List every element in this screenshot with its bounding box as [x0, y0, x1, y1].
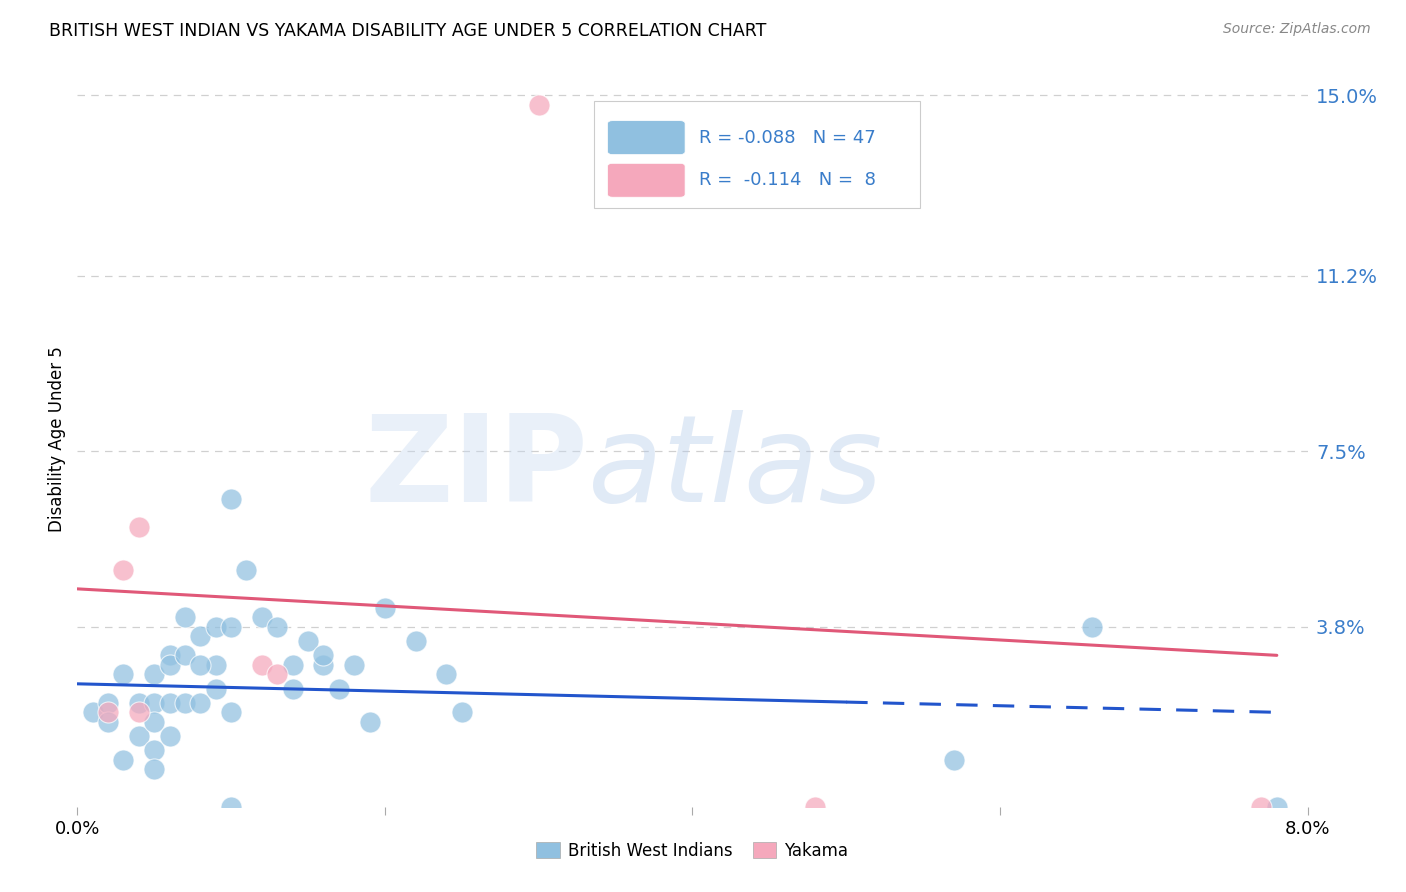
Point	[128, 706, 150, 720]
Point	[204, 681, 226, 696]
Point	[143, 762, 166, 776]
Point	[112, 563, 135, 577]
Point	[128, 729, 150, 743]
Point	[128, 520, 150, 534]
Legend: British West Indians, Yakama: British West Indians, Yakama	[530, 835, 855, 867]
Point	[82, 706, 104, 720]
Point	[312, 657, 335, 672]
Point	[112, 753, 135, 767]
Point	[436, 667, 458, 681]
Point	[297, 634, 319, 648]
Point	[359, 714, 381, 729]
Point	[235, 563, 257, 577]
Point	[159, 657, 181, 672]
Y-axis label: Disability Age Under 5: Disability Age Under 5	[48, 346, 66, 533]
Point	[527, 97, 550, 112]
Point	[97, 706, 120, 720]
Point	[450, 706, 472, 720]
FancyBboxPatch shape	[607, 163, 685, 197]
Point	[219, 800, 242, 814]
Point	[112, 667, 135, 681]
Point	[942, 753, 965, 767]
Point	[250, 657, 273, 672]
Point	[219, 620, 242, 634]
Point	[1081, 620, 1104, 634]
Point	[219, 491, 242, 506]
Text: atlas: atlas	[588, 410, 883, 527]
FancyBboxPatch shape	[607, 120, 685, 154]
Point	[174, 696, 197, 710]
Point	[312, 648, 335, 663]
Point	[190, 657, 212, 672]
Point	[97, 714, 120, 729]
Point	[204, 620, 226, 634]
Point	[1265, 800, 1288, 814]
Point	[143, 696, 166, 710]
Point	[1250, 800, 1272, 814]
Point	[143, 714, 166, 729]
Point	[204, 657, 226, 672]
Point	[190, 696, 212, 710]
Point	[219, 706, 242, 720]
Point	[374, 600, 396, 615]
Point	[159, 729, 181, 743]
Point	[97, 696, 120, 710]
Text: BRITISH WEST INDIAN VS YAKAMA DISABILITY AGE UNDER 5 CORRELATION CHART: BRITISH WEST INDIAN VS YAKAMA DISABILITY…	[49, 22, 766, 40]
Point	[328, 681, 350, 696]
Point	[343, 657, 366, 672]
Point	[143, 667, 166, 681]
Point	[804, 800, 827, 814]
Point	[174, 610, 197, 624]
Text: ZIP: ZIP	[364, 410, 588, 527]
Point	[266, 620, 288, 634]
Text: R =  -0.114   N =  8: R = -0.114 N = 8	[699, 171, 876, 189]
Text: R = -0.088   N = 47: R = -0.088 N = 47	[699, 128, 876, 146]
Text: Source: ZipAtlas.com: Source: ZipAtlas.com	[1223, 22, 1371, 37]
Point	[174, 648, 197, 663]
Point	[250, 610, 273, 624]
Point	[159, 648, 181, 663]
Point	[281, 681, 304, 696]
Point	[159, 696, 181, 710]
Point	[281, 657, 304, 672]
Point	[128, 696, 150, 710]
FancyBboxPatch shape	[595, 101, 920, 208]
Point	[143, 743, 166, 757]
Point	[266, 667, 288, 681]
Point	[190, 629, 212, 643]
Point	[405, 634, 427, 648]
